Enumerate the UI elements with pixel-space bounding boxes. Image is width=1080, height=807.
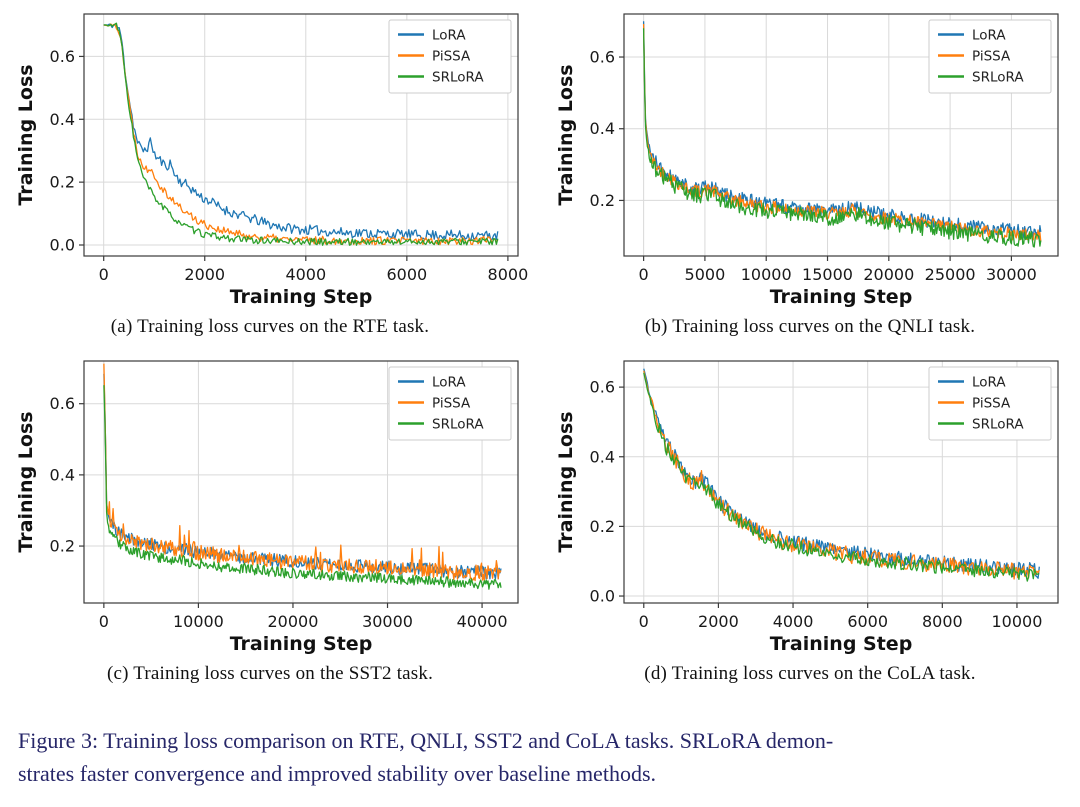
y-tick-label: 0.4 xyxy=(50,465,75,484)
y-axis-label: Training Loss xyxy=(15,64,37,205)
chart-cola: 0 2000 4000 6000 8000 10000 0.0 0.2 0.4 0.6 Traini… xyxy=(555,360,1059,655)
y-tick-label: 0.0 xyxy=(590,587,615,606)
y-tick-label: 0.2 xyxy=(50,537,75,556)
legend-label-pissa: PiSSA xyxy=(972,49,1011,65)
y-tick-label: 0.2 xyxy=(590,191,615,210)
legend: LoRA PiSSA SRLoRA xyxy=(388,366,512,441)
x-tick-label: 30000 xyxy=(986,265,1037,284)
x-tick-label: 2000 xyxy=(698,612,739,631)
y-axis-label: Training Loss xyxy=(555,64,577,205)
x-tick-label: 5000 xyxy=(685,265,726,284)
x-tick-label: 30000 xyxy=(362,612,413,631)
legend: LoRA PiSSA SRLoRA xyxy=(388,19,512,94)
figure-caption-line2: strates faster convergence and improved … xyxy=(18,761,656,786)
x-tick-label: 0 xyxy=(99,265,109,284)
y-tick-label: 0.2 xyxy=(590,517,615,536)
x-axis-label: Training Step xyxy=(230,633,373,655)
chart-panel-rte: 0 2000 4000 6000 8000 0.0 0.2 0.4 0.6 Training St… xyxy=(0,0,540,347)
y-tick-label: 0.4 xyxy=(590,447,615,466)
series-line-srlora xyxy=(103,385,502,590)
plot-frame xyxy=(623,360,1059,604)
y-tick-label: 0.4 xyxy=(50,110,75,129)
legend-label-srlora: SRLoRA xyxy=(972,70,1024,86)
x-tick-label: 40000 xyxy=(457,612,508,631)
legend-label-srlora: SRLoRA xyxy=(432,70,484,86)
x-tick-label: 10000 xyxy=(991,612,1042,631)
legend-box xyxy=(928,366,1052,441)
x-tick-label: 0 xyxy=(639,265,649,284)
chart-qnli: 0 5000 10000 15000 20000 25000 30000 0.2 0.4 0.6 T… xyxy=(555,13,1059,308)
x-tick-label: 2000 xyxy=(184,265,225,284)
x-tick-label: 4000 xyxy=(773,612,814,631)
legend-label-lora: LoRA xyxy=(972,375,1006,391)
legend: LoRA PiSSA SRLoRA xyxy=(928,366,1052,441)
x-tick-label: 10000 xyxy=(173,612,224,631)
series-line-srlora xyxy=(642,28,1042,248)
x-axis-label: Training Step xyxy=(770,286,913,308)
chart-panel-cola: 0 2000 4000 6000 8000 10000 0.0 0.2 0.4 0.6 Traini… xyxy=(540,347,1080,694)
series-line-lora xyxy=(103,23,499,241)
series-line-srlora xyxy=(643,372,1040,582)
y-axis-label: Training Loss xyxy=(555,411,577,552)
x-tick-label: 8000 xyxy=(488,265,529,284)
y-tick-label: 0.0 xyxy=(50,236,75,255)
legend-label-pissa: PiSSA xyxy=(432,49,471,65)
x-tick-label: 0 xyxy=(99,612,109,631)
x-tick-label: 25000 xyxy=(925,265,976,284)
y-tick-label: 0.6 xyxy=(50,47,75,66)
series-line-pissa xyxy=(103,23,499,246)
chart-subcaption-cola: (d) Training loss curves on the CoLA tas… xyxy=(644,663,976,684)
series-line-pissa xyxy=(643,370,1040,580)
x-axis-label: Training Step xyxy=(230,286,373,308)
x-tick-label: 0 xyxy=(639,612,649,631)
y-tick-label: 0.4 xyxy=(590,119,615,138)
y-tick-label: 0.6 xyxy=(590,48,615,67)
chart-subcaption-qnli: (b) Training loss curves on the QNLI tas… xyxy=(644,316,976,337)
chart-sst2: 0 10000 20000 30000 40000 0.2 0.4 0.6 Training S… xyxy=(15,360,519,655)
legend-label-pissa: PiSSA xyxy=(432,396,471,412)
x-tick-label: 20000 xyxy=(863,265,914,284)
series-line-pissa xyxy=(103,363,502,582)
x-axis-label: Training Step xyxy=(770,633,913,655)
y-axis-label: Training Loss xyxy=(15,411,37,552)
x-tick-label: 6000 xyxy=(847,612,888,631)
legend-box xyxy=(388,19,512,94)
legend: LoRA PiSSA SRLoRA xyxy=(928,19,1052,94)
y-tick-label: 0.2 xyxy=(50,173,75,192)
x-tick-label: 20000 xyxy=(268,612,319,631)
x-tick-label: 4000 xyxy=(285,265,326,284)
legend-label-lora: LoRA xyxy=(432,28,466,44)
x-tick-label: 10000 xyxy=(741,265,792,284)
x-tick-label: 15000 xyxy=(802,265,853,284)
x-tick-label: 8000 xyxy=(922,612,963,631)
legend-box xyxy=(388,366,512,441)
legend-label-srlora: SRLoRA xyxy=(972,417,1024,433)
chart-panel-sst2: 0 10000 20000 30000 40000 0.2 0.4 0.6 Training S… xyxy=(0,347,540,694)
y-tick-label: 0.6 xyxy=(590,378,615,397)
charts-grid: 0 2000 4000 6000 8000 0.0 0.2 0.4 0.6 Training St… xyxy=(0,0,1080,694)
chart-subcaption-rte: (a) Training loss curves on the RTE task… xyxy=(110,316,430,337)
chart-subcaption-sst2: (c) Training loss curves on the SST2 tas… xyxy=(106,663,434,684)
chart-rte: 0 2000 4000 6000 8000 0.0 0.2 0.4 0.6 Training St… xyxy=(15,13,529,308)
legend-label-lora: LoRA xyxy=(972,28,1006,44)
legend-label-srlora: SRLoRA xyxy=(432,417,484,433)
legend-box xyxy=(928,19,1052,94)
plot-frame xyxy=(83,13,519,257)
figure-caption-line1: Figure 3: Training loss comparison on RT… xyxy=(18,728,834,753)
y-tick-label: 0.6 xyxy=(50,394,75,413)
plot-frame xyxy=(83,360,519,604)
legend-label-pissa: PiSSA xyxy=(972,396,1011,412)
x-tick-label: 6000 xyxy=(386,265,427,284)
legend-label-lora: LoRA xyxy=(432,375,466,391)
chart-panel-qnli: 0 5000 10000 15000 20000 25000 30000 0.2 0.4 0.6 T… xyxy=(540,0,1080,347)
series-line-pissa xyxy=(642,23,1042,242)
series-line-srlora xyxy=(103,22,499,246)
plot-frame xyxy=(623,13,1059,257)
figure-caption: Figure 3: Training loss comparison on RT… xyxy=(18,724,1060,790)
